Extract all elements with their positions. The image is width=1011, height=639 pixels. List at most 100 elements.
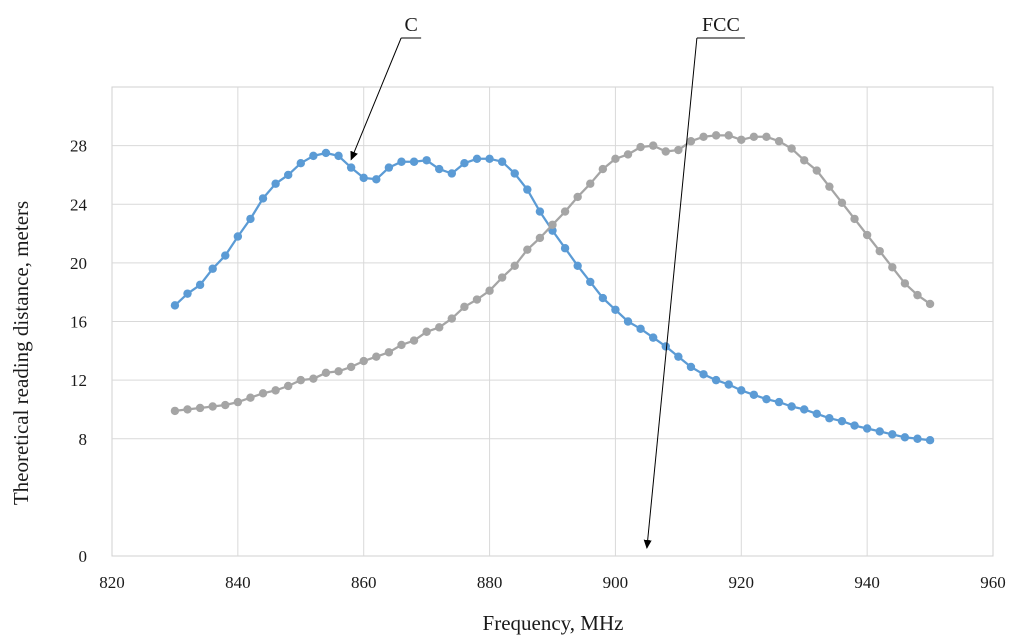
y-tick-label: 20 <box>70 254 87 273</box>
data-point-c <box>523 185 532 194</box>
data-point-c <box>913 434 922 443</box>
data-point-c <box>800 405 809 414</box>
data-point-fcc <box>497 273 507 282</box>
data-point-fcc <box>812 166 821 175</box>
x-tick-label: 920 <box>729 573 755 592</box>
data-point-fcc <box>447 314 457 323</box>
data-point-fcc <box>686 137 696 146</box>
data-point-c <box>661 342 670 351</box>
data-point-c <box>535 207 545 216</box>
data-point-fcc <box>321 368 331 377</box>
annotation-label-c: C <box>404 14 417 36</box>
data-point-c <box>271 179 280 188</box>
data-point-fcc <box>535 233 545 243</box>
data-point-c <box>648 333 658 342</box>
data-point-c <box>623 317 633 326</box>
data-point-fcc <box>749 132 759 142</box>
data-point-fcc <box>699 132 708 142</box>
data-point-fcc <box>472 295 482 304</box>
data-point-fcc <box>825 182 834 191</box>
data-point-c <box>925 436 935 445</box>
data-point-fcc <box>774 137 784 146</box>
data-point-c <box>598 293 608 303</box>
data-point-fcc <box>661 147 670 156</box>
data-point-fcc <box>862 230 872 240</box>
data-point-fcc <box>296 375 305 385</box>
data-point-fcc <box>674 145 683 155</box>
y-tick-label: 24 <box>70 195 88 214</box>
data-point-c <box>221 251 230 260</box>
data-point-c <box>346 163 356 172</box>
data-point-c <box>195 280 205 290</box>
data-point-c <box>435 164 444 174</box>
data-point-c <box>372 175 381 184</box>
data-point-fcc <box>925 299 935 309</box>
data-point-c <box>422 156 431 165</box>
x-tick-label: 960 <box>980 573 1006 592</box>
data-point-fcc <box>359 356 368 366</box>
x-tick-label: 820 <box>99 573 125 592</box>
data-point-c <box>586 277 595 287</box>
data-point-c <box>359 173 368 183</box>
data-point-fcc <box>485 286 494 295</box>
data-point-fcc <box>623 150 633 159</box>
data-point-fcc <box>195 403 205 413</box>
data-point-c <box>787 402 796 411</box>
data-point-c <box>762 394 771 404</box>
data-point-fcc <box>598 164 608 174</box>
annotation-label-fcc: FCC <box>702 14 740 36</box>
data-point-fcc <box>737 135 746 144</box>
data-point-c <box>711 375 721 385</box>
data-point-c <box>309 151 318 161</box>
data-point-fcc <box>523 245 532 254</box>
data-point-fcc <box>888 263 897 272</box>
data-point-c <box>447 169 457 178</box>
data-point-c <box>888 430 897 439</box>
data-point-c <box>321 148 331 158</box>
data-point-c <box>183 289 192 298</box>
data-point-c <box>397 157 406 166</box>
data-point-fcc <box>460 302 469 312</box>
data-point-c <box>875 427 884 436</box>
data-point-c <box>636 324 645 334</box>
data-point-c <box>749 390 759 399</box>
data-point-c <box>497 157 507 166</box>
data-point-c <box>812 409 821 419</box>
data-point-fcc <box>346 362 356 372</box>
data-point-c <box>850 421 859 430</box>
data-point-fcc <box>233 397 243 407</box>
data-point-fcc <box>800 156 809 165</box>
data-point-fcc <box>271 386 280 395</box>
data-point-c <box>208 264 217 273</box>
data-point-c <box>900 433 910 442</box>
data-point-fcc <box>573 192 582 202</box>
annotation-arrow-c <box>350 37 402 161</box>
data-point-c <box>510 169 519 178</box>
data-point-fcc <box>435 323 444 332</box>
data-point-fcc <box>548 220 557 229</box>
x-tick-label: 840 <box>225 573 251 592</box>
x-tick-label: 940 <box>854 573 880 592</box>
data-point-c <box>737 386 746 395</box>
data-point-fcc <box>724 131 733 140</box>
data-point-c <box>686 362 696 372</box>
data-point-fcc <box>648 141 658 150</box>
data-point-c <box>560 244 570 253</box>
data-point-c <box>825 414 834 423</box>
data-point-c <box>724 380 733 389</box>
data-point-c <box>862 424 872 433</box>
data-point-fcc <box>246 393 255 402</box>
data-point-fcc <box>762 132 771 142</box>
y-tick-label: 16 <box>70 313 87 332</box>
data-point-c <box>460 159 469 168</box>
data-point-fcc <box>384 348 394 357</box>
x-axis-title: Frequency, MHz <box>483 611 624 635</box>
data-point-c <box>774 397 784 407</box>
annotation-arrow-fcc <box>643 37 698 549</box>
data-point-fcc <box>372 352 381 361</box>
data-point-c <box>674 352 683 361</box>
data-point-c <box>384 163 394 172</box>
data-point-fcc <box>711 131 721 140</box>
data-point-c <box>246 214 255 224</box>
